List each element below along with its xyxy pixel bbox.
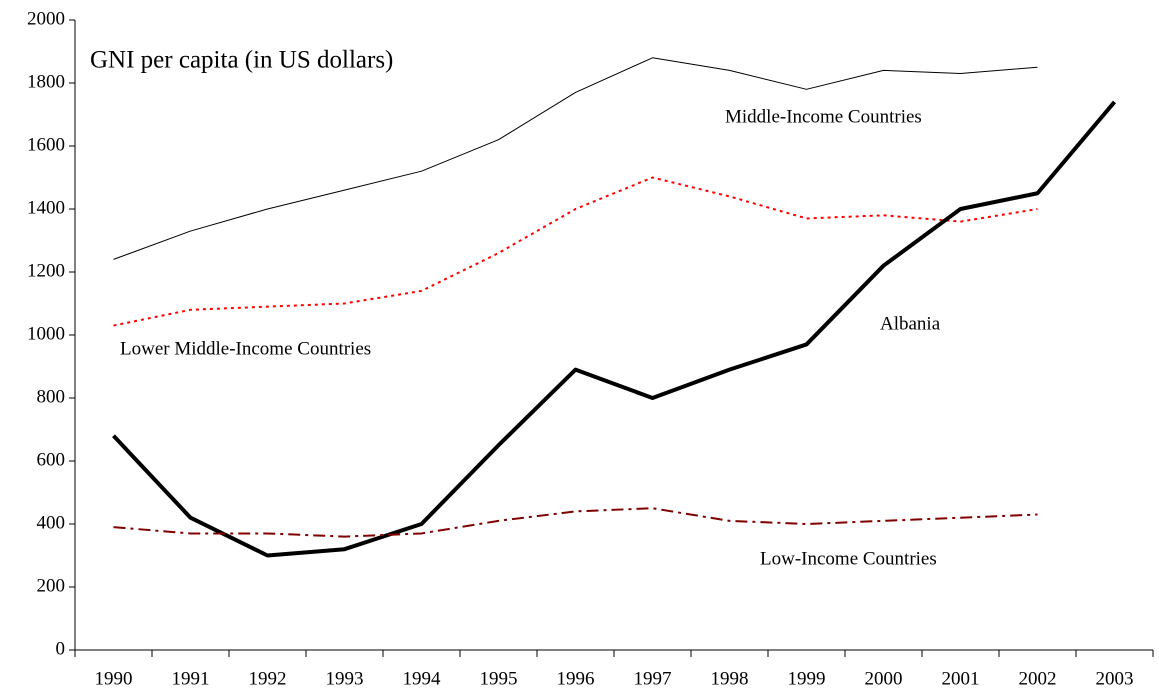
y-tick-label: 1600 xyxy=(27,134,65,155)
y-tick-label: 1800 xyxy=(27,71,65,92)
y-tick-label: 200 xyxy=(37,575,66,596)
x-tick-label: 1997 xyxy=(634,668,672,689)
y-tick-label: 800 xyxy=(37,386,66,407)
x-tick-label: 1990 xyxy=(95,668,133,689)
y-tick-label: 2000 xyxy=(27,8,65,29)
x-tick-label: 2001 xyxy=(942,668,980,689)
y-tick-label: 1200 xyxy=(27,260,65,281)
series-line xyxy=(113,507,1038,538)
x-tick-label: 1994 xyxy=(403,668,442,689)
x-tick-label: 1991 xyxy=(172,668,210,689)
x-tick-label: 1993 xyxy=(326,668,364,689)
series-line xyxy=(113,57,1038,260)
series-line xyxy=(113,176,1038,327)
x-tick-label: 1995 xyxy=(480,668,518,689)
chart-title: GNI per capita (in US dollars) xyxy=(90,47,393,74)
x-tick-label: 1996 xyxy=(557,668,595,689)
y-tick-label: 600 xyxy=(37,449,66,470)
series-label: Lower Middle-Income Countries xyxy=(120,338,371,359)
x-tick-label: 1998 xyxy=(711,668,749,689)
y-tick-label: 400 xyxy=(37,512,66,533)
x-tick-label: 1999 xyxy=(788,668,826,689)
y-tick-label: 0 xyxy=(56,638,66,659)
y-tick-label: 1400 xyxy=(27,197,65,218)
y-tick-label: 1000 xyxy=(27,323,65,344)
series-label: Middle-Income Countries xyxy=(725,106,922,127)
x-tick-label: 2000 xyxy=(865,668,903,689)
x-tick-label: 2002 xyxy=(1019,668,1057,689)
x-tick-label: 1992 xyxy=(249,668,287,689)
series-label: Albania xyxy=(880,313,941,334)
x-tick-label: 2003 xyxy=(1096,668,1134,689)
series-line xyxy=(112,100,1117,558)
series-label: Low-Income Countries xyxy=(760,548,937,569)
